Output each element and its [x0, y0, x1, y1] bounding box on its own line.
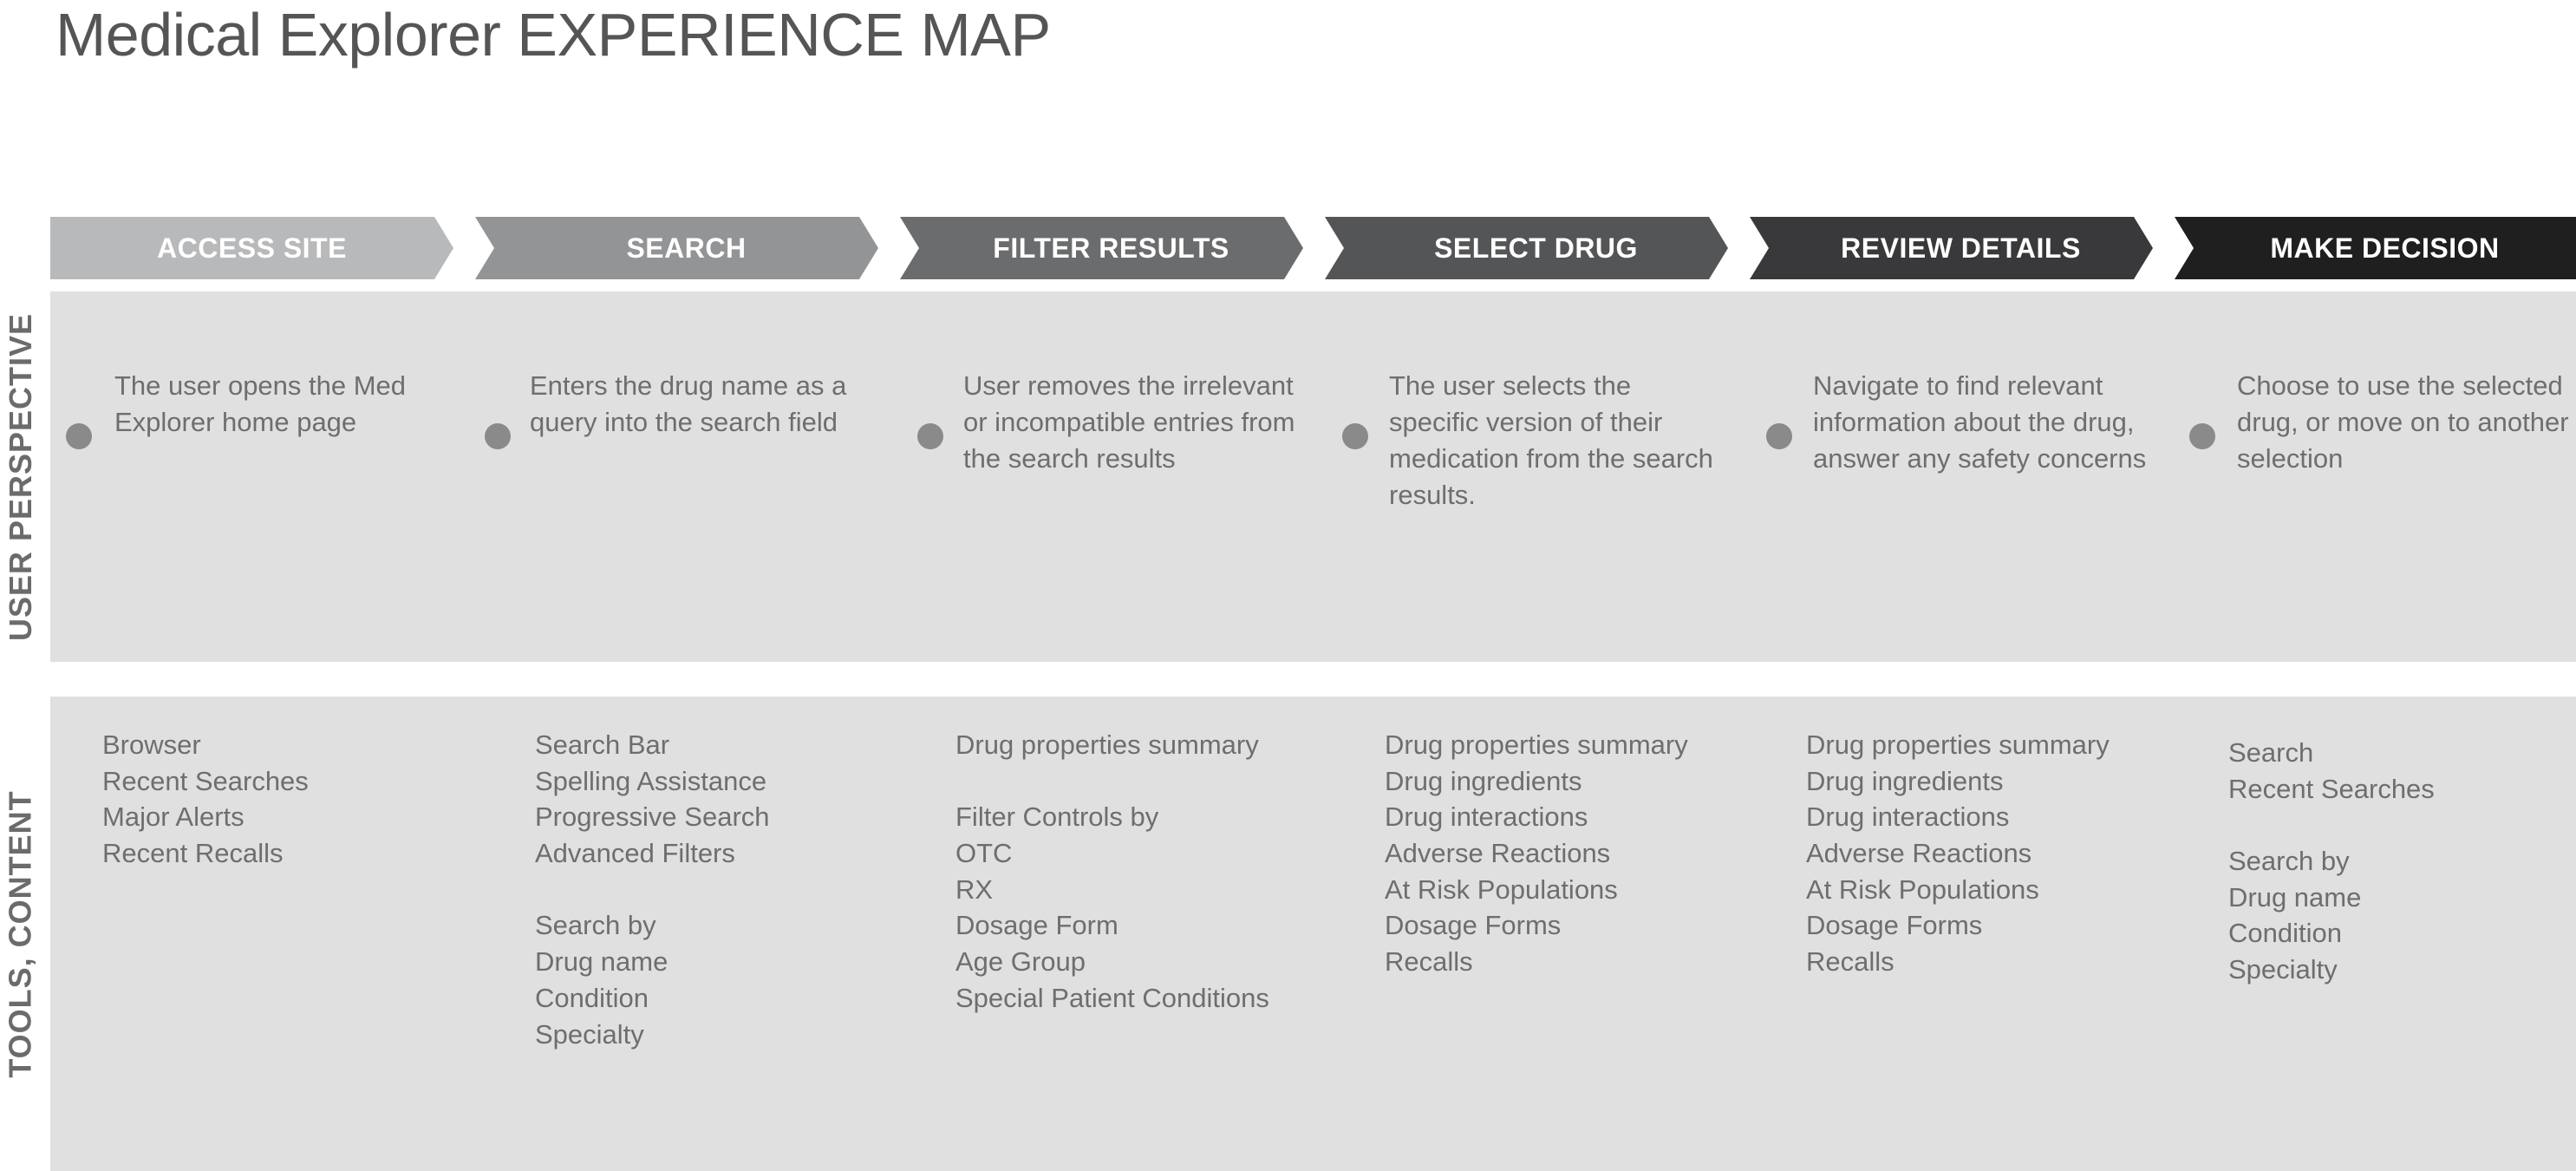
phase-filter-results: FILTER RESULTS: [900, 217, 1303, 279]
phase-label: REVIEW DETAILS: [1841, 232, 2081, 264]
tools-item: Condition: [535, 982, 649, 1013]
bullet-marker: [2189, 423, 2215, 449]
perspective-text: Navigate to find relevant information ab…: [1813, 370, 2147, 474]
tools-item: Special Patient Conditions: [955, 982, 1269, 1013]
bullet-marker: [917, 423, 943, 449]
tools-item: Dosage Forms: [1385, 910, 1562, 941]
phase-label: SEARCH: [626, 232, 747, 264]
tools-item: Search by: [535, 910, 656, 941]
tools-item: [535, 872, 934, 908]
tools-list-select-drug: Drug properties summary Drug ingredients…: [1385, 727, 1784, 980]
user-perspective-band: [50, 291, 2576, 662]
perspective-text: The user selects the specific version of…: [1389, 370, 1713, 510]
tools-list-search: Search Bar Spelling Assistance Progressi…: [535, 727, 934, 1052]
tools-item: Recalls: [1385, 946, 1473, 978]
tools-item: Recent Searches: [102, 765, 309, 796]
tools-item: Search: [2228, 737, 2314, 768]
tools-item: [955, 763, 1354, 800]
page-title: Medical Explorer EXPERIENCE MAP: [55, 1, 1051, 69]
tools-item: Major Alerts: [102, 801, 245, 833]
tools-item: Drug properties summary: [1806, 729, 2110, 760]
tools-item: Drug ingredients: [1806, 765, 2004, 796]
tools-item: Advanced Filters: [535, 838, 735, 869]
phase-select-drug: SELECT DRUG: [1325, 217, 1728, 279]
tools-item: At Risk Populations: [1385, 873, 1618, 905]
phase-access-site: ACCESS SITE: [50, 217, 453, 279]
phase-search: SEARCH: [475, 217, 878, 279]
tools-item: Search Bar: [535, 729, 670, 760]
tools-list-access-site: Browser Recent Searches Major Alerts Rec…: [102, 727, 501, 872]
perspective-text: Enters the drug name as a query into the…: [530, 370, 847, 437]
bullet-marker: [1342, 423, 1368, 449]
phase-label: FILTER RESULTS: [993, 232, 1229, 264]
tools-item: Recalls: [1806, 946, 1895, 978]
tools-item: OTC: [955, 838, 1013, 869]
tools-list-review-details: Drug properties summary Drug ingredients…: [1806, 727, 2205, 980]
tools-item: RX: [955, 873, 994, 905]
tools-item: Spelling Assistance: [535, 765, 767, 796]
tools-item: Drug properties summary: [1385, 729, 1688, 760]
tools-item: Recent Recalls: [102, 838, 284, 869]
bullet-marker: [1766, 423, 1792, 449]
phase-label: SELECT DRUG: [1434, 232, 1638, 264]
tools-item: At Risk Populations: [1806, 873, 2039, 905]
tools-item: Recent Searches: [2228, 773, 2435, 804]
tools-item: Search by: [2228, 846, 2350, 877]
tools-item: Specialty: [535, 1018, 644, 1050]
tools-item: Filter Controls by: [955, 801, 1159, 833]
tools-item: [2228, 807, 2576, 843]
phase-make-decision: MAKE DECISION: [2175, 217, 2576, 279]
tools-item: Drug interactions: [1806, 801, 2010, 833]
perspective-text: The user opens the Med Explorer home pag…: [114, 370, 407, 437]
tools-item: Specialty: [2228, 954, 2338, 985]
tools-list-make-decision: Search Recent Searches Search by Drug na…: [2228, 735, 2576, 988]
tools-item: Progressive Search: [535, 801, 770, 833]
tools-item: Drug name: [2228, 881, 2362, 913]
tools-item: Drug properties summary: [955, 729, 1259, 760]
tools-item: Condition: [2228, 918, 2342, 949]
tools-item: Adverse Reactions: [1806, 838, 2032, 869]
bullet-marker: [66, 423, 92, 449]
row-label-user-perspective: USER PERSPECTIVE: [3, 312, 38, 641]
bullet-marker: [485, 423, 511, 449]
tools-item: Dosage Forms: [1806, 910, 1983, 941]
tools-item: Browser: [102, 729, 201, 760]
perspective-text: Choose to use the selected drug, or move…: [2237, 370, 2569, 474]
phase-label: MAKE DECISION: [2270, 232, 2500, 264]
tools-item: Dosage Form: [955, 910, 1118, 941]
perspective-text: User removes the irrelevant or incompati…: [963, 370, 1295, 474]
tools-content-band: [50, 697, 2576, 1171]
tools-item: Drug name: [535, 946, 668, 978]
phase-review-details: REVIEW DETAILS: [1750, 217, 2153, 279]
tools-item: Drug ingredients: [1385, 765, 1582, 796]
tools-item: Age Group: [955, 946, 1086, 978]
tools-item: Adverse Reactions: [1385, 838, 1611, 869]
tools-list-filter-results: Drug properties summary Filter Controls …: [955, 727, 1354, 1017]
phase-label: ACCESS SITE: [157, 232, 347, 264]
tools-item: Drug interactions: [1385, 801, 1588, 833]
row-label-tools-content: TOOLS, CONTENT: [3, 789, 38, 1078]
